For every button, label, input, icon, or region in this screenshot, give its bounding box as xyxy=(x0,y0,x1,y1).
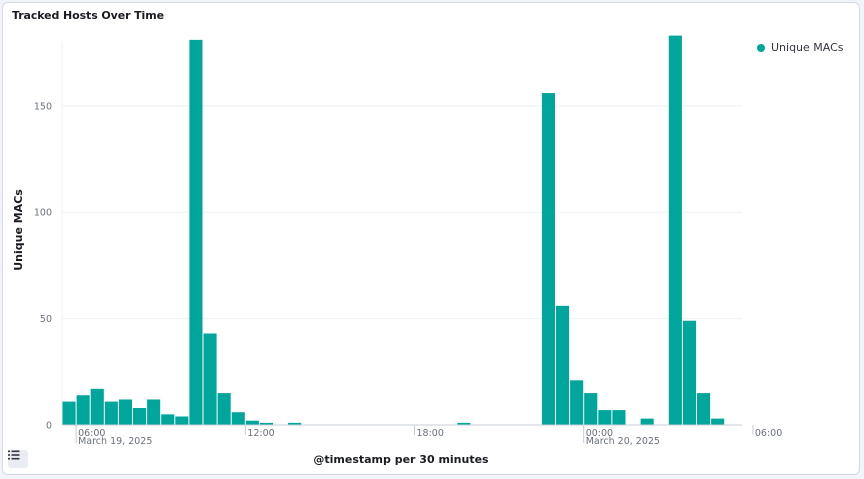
bar xyxy=(640,418,654,425)
legend-dot xyxy=(757,43,765,52)
x-tick-label: 06:00 xyxy=(755,428,782,439)
bar xyxy=(245,420,259,425)
panel-title: Tracked Hosts Over Time xyxy=(12,9,164,22)
x-tick-sublabel: March 19, 2025 xyxy=(78,436,152,447)
bar xyxy=(711,418,725,425)
y-tick-label: 100 xyxy=(34,208,52,219)
bars xyxy=(62,35,725,426)
x-tick-label: 18:00 xyxy=(417,428,444,439)
x-tick-label: 00:00 xyxy=(586,428,613,439)
bar xyxy=(682,320,696,425)
bar xyxy=(541,93,555,426)
legend-label: Unique MACs xyxy=(771,41,844,54)
bar xyxy=(90,388,104,425)
bar xyxy=(161,414,175,425)
bar xyxy=(584,393,598,425)
bar xyxy=(288,422,302,425)
bar xyxy=(612,410,626,425)
grid-lines xyxy=(61,42,742,425)
x-tick-sublabel: March 20, 2025 xyxy=(586,436,660,447)
bar xyxy=(217,393,231,425)
y-tick-label: 150 xyxy=(34,101,52,112)
x-axis-title: @timestamp per 30 minutes xyxy=(313,453,489,466)
y-axis-ticks: 0 50 100 150 xyxy=(34,101,52,431)
bar xyxy=(189,39,203,425)
bar xyxy=(259,422,273,425)
bar xyxy=(104,401,118,425)
legend-item-unique-macs[interactable]: Unique MACs xyxy=(757,41,844,54)
list-icon xyxy=(8,450,20,460)
x-tick-label: 06:00 xyxy=(78,428,105,439)
legend-toggle-button[interactable] xyxy=(8,450,28,468)
bar xyxy=(118,399,132,425)
bar xyxy=(62,401,76,425)
y-tick-label: 50 xyxy=(40,314,52,325)
bar xyxy=(147,399,161,425)
bar xyxy=(76,395,90,425)
bar xyxy=(175,416,189,425)
bar xyxy=(570,380,584,425)
bar xyxy=(133,407,147,425)
bar xyxy=(556,305,570,425)
bar xyxy=(697,393,711,425)
y-tick-label: 0 xyxy=(46,421,52,432)
bar xyxy=(598,410,612,425)
y-axis-title: Unique MACs xyxy=(12,189,25,271)
x-tick-label: 12:00 xyxy=(247,428,274,439)
bar xyxy=(203,333,217,425)
bar xyxy=(457,422,471,425)
bar xyxy=(231,412,245,425)
bar xyxy=(668,35,682,425)
